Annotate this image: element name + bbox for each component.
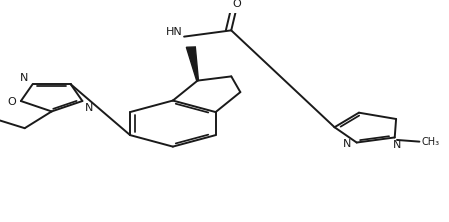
Text: HN: HN: [165, 27, 182, 37]
Text: O: O: [232, 0, 241, 9]
Text: N: N: [393, 140, 401, 150]
Text: CH₃: CH₃: [422, 137, 440, 147]
Text: N: N: [343, 139, 351, 149]
Polygon shape: [186, 47, 198, 81]
Text: O: O: [8, 97, 17, 107]
Text: N: N: [20, 73, 28, 83]
Text: N: N: [84, 103, 93, 113]
